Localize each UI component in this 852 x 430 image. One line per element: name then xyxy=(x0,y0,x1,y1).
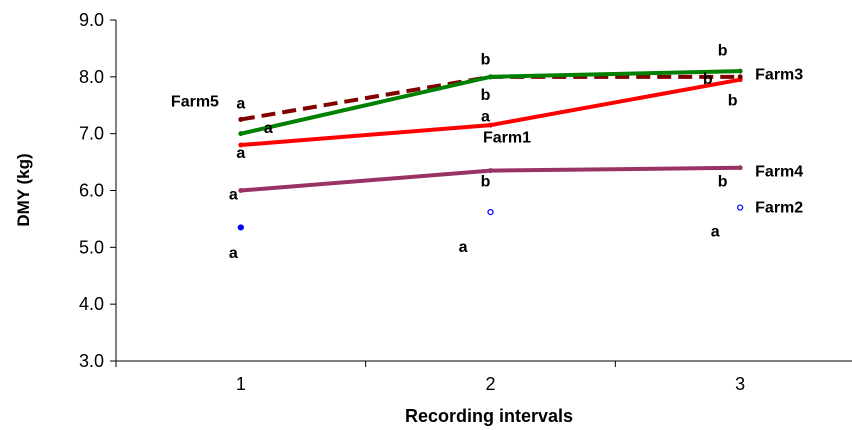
x-axis-title: Recording intervals xyxy=(405,406,573,426)
x-tick-label: 1 xyxy=(236,374,246,394)
x-tick-label: 3 xyxy=(735,374,745,394)
series-label-farm3: Farm3 xyxy=(755,66,803,83)
significance-letter: b xyxy=(481,52,491,69)
point-farm2 xyxy=(487,208,494,216)
point-farm5 xyxy=(238,116,244,122)
significance-letter: a xyxy=(459,239,468,256)
significance-letter: b xyxy=(718,173,728,190)
y-tick-label: 6.0 xyxy=(79,181,104,201)
y-tick-label: 7.0 xyxy=(79,124,104,144)
series-label-farm1: Farm1 xyxy=(483,130,531,147)
significance-letter: b xyxy=(703,71,713,88)
significance-letter: a xyxy=(236,145,245,162)
x-tick-label: 2 xyxy=(485,374,495,394)
point-farm4 xyxy=(488,168,493,174)
significance-letter: a xyxy=(481,108,490,125)
point-farm4 xyxy=(238,188,244,193)
point-farm3 xyxy=(737,68,743,74)
y-tick-label: 9.0 xyxy=(79,10,104,30)
significance-letter: a xyxy=(229,186,238,203)
point-farm2 xyxy=(737,204,744,211)
point-farm3 xyxy=(238,131,244,137)
y-axis-title: DMY (kg) xyxy=(14,153,33,226)
significance-letter: a xyxy=(711,223,720,240)
point-farm5 xyxy=(737,74,743,80)
y-tick-label: 4.0 xyxy=(79,294,104,314)
point-farm3 xyxy=(488,74,493,80)
point-farm1 xyxy=(488,122,493,128)
significance-letter: b xyxy=(718,43,728,60)
series-label-farm5: Farm5 xyxy=(171,94,219,111)
significance-letter: b xyxy=(481,87,491,104)
y-tick-label: 5.0 xyxy=(79,237,104,257)
y-tick-label: 3.0 xyxy=(79,351,104,371)
point-farm2 xyxy=(237,224,244,231)
chart-axes: 3.0 4.0 5.0 6.0 7.0 8.0 9.0 1 2 3 xyxy=(79,10,852,394)
significance-letter: b xyxy=(728,93,738,110)
significance-letter: a xyxy=(264,120,273,137)
point-farm1 xyxy=(238,142,244,148)
significance-letter: a xyxy=(236,95,245,112)
series-line-farm5 xyxy=(240,74,741,122)
point-farm4 xyxy=(737,165,743,171)
chart-series xyxy=(237,68,744,231)
series-label-farm4: Farm4 xyxy=(755,164,803,181)
significance-letter: a xyxy=(229,245,238,262)
significance-letter: b xyxy=(481,173,491,190)
series-label-farm2: Farm2 xyxy=(755,199,803,216)
y-tick-label: 8.0 xyxy=(79,67,104,87)
